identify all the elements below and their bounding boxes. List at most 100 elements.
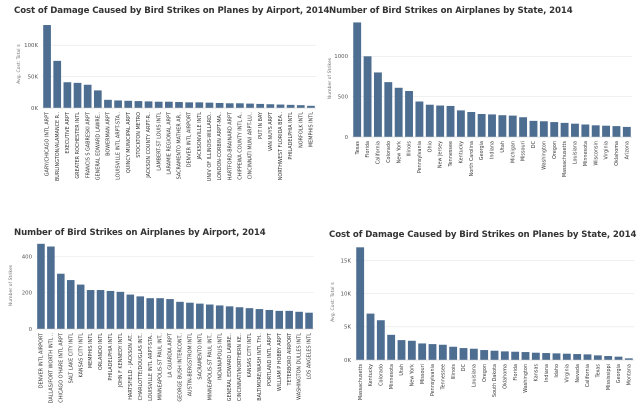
bar[interactable] — [256, 103, 265, 108]
bar[interactable] — [438, 344, 447, 360]
bar[interactable] — [86, 290, 95, 329]
bar[interactable] — [624, 358, 633, 360]
bar[interactable] — [156, 298, 164, 329]
bar[interactable] — [521, 352, 530, 360]
bar[interactable] — [480, 350, 489, 360]
bar[interactable] — [225, 306, 234, 329]
bar[interactable] — [467, 111, 476, 137]
bar[interactable] — [612, 126, 621, 137]
bar[interactable] — [436, 105, 445, 137]
bar[interactable] — [384, 82, 393, 137]
bar[interactable] — [373, 72, 382, 137]
bar[interactable] — [53, 60, 62, 108]
bar[interactable] — [276, 104, 285, 108]
bar[interactable] — [235, 307, 244, 329]
bar[interactable] — [186, 302, 194, 329]
bar[interactable] — [459, 348, 468, 360]
bar[interactable] — [205, 102, 214, 108]
bar[interactable] — [106, 290, 115, 329]
bar[interactable] — [215, 305, 224, 329]
bar[interactable] — [581, 124, 590, 137]
bar[interactable] — [66, 280, 75, 329]
bar[interactable] — [490, 350, 499, 360]
bar[interactable] — [394, 87, 403, 137]
bar[interactable] — [622, 126, 631, 137]
bar[interactable] — [353, 22, 362, 137]
bar[interactable] — [305, 312, 313, 329]
bar[interactable] — [104, 99, 112, 108]
bar[interactable] — [560, 122, 569, 137]
bar[interactable] — [418, 343, 427, 360]
bar[interactable] — [176, 301, 184, 329]
bar[interactable] — [225, 103, 234, 108]
bar[interactable] — [83, 84, 92, 108]
bar[interactable] — [236, 103, 244, 108]
bar[interactable] — [296, 105, 305, 108]
bar[interactable] — [285, 310, 293, 329]
bar[interactable] — [366, 313, 375, 360]
bar[interactable] — [602, 125, 611, 137]
bar[interactable] — [456, 110, 465, 137]
bar[interactable] — [205, 304, 214, 329]
bar[interactable] — [124, 100, 133, 108]
bar[interactable] — [511, 351, 520, 360]
bar[interactable] — [593, 355, 602, 360]
bar[interactable] — [469, 348, 478, 360]
bar[interactable] — [356, 247, 365, 360]
bar[interactable] — [154, 101, 163, 108]
bar[interactable] — [571, 123, 579, 137]
bar[interactable] — [405, 91, 413, 137]
bar[interactable] — [591, 125, 600, 137]
bar[interactable] — [508, 115, 517, 137]
bar[interactable] — [134, 101, 143, 108]
bar[interactable] — [488, 114, 496, 137]
bar[interactable] — [175, 102, 183, 108]
bar[interactable] — [265, 309, 274, 329]
bar[interactable] — [529, 120, 538, 137]
bar[interactable] — [96, 290, 105, 329]
bar[interactable] — [542, 353, 551, 360]
bar[interactable] — [519, 117, 528, 137]
bar[interactable] — [552, 353, 561, 360]
bar[interactable] — [539, 121, 548, 137]
bar[interactable] — [583, 354, 592, 360]
bar[interactable] — [498, 115, 507, 137]
bar[interactable] — [57, 273, 65, 329]
bar[interactable] — [573, 354, 582, 360]
bar[interactable] — [477, 114, 486, 137]
bar[interactable] — [73, 82, 82, 108]
bar[interactable] — [500, 351, 509, 360]
bar[interactable] — [146, 298, 154, 329]
bar[interactable] — [397, 340, 406, 360]
bar[interactable] — [93, 90, 102, 108]
bar[interactable] — [37, 243, 45, 329]
bar[interactable] — [196, 303, 204, 329]
bar[interactable] — [295, 311, 303, 329]
bar[interactable] — [550, 122, 559, 137]
bar[interactable] — [604, 356, 613, 360]
bar[interactable] — [363, 56, 372, 137]
bar[interactable] — [446, 105, 455, 137]
bar[interactable] — [307, 105, 315, 108]
bar[interactable] — [76, 284, 85, 329]
bar[interactable] — [425, 104, 434, 137]
bar[interactable] — [195, 102, 204, 108]
bar[interactable] — [449, 346, 458, 360]
bar[interactable] — [266, 104, 275, 108]
bar[interactable] — [531, 352, 540, 360]
bar[interactable] — [185, 102, 194, 108]
bar[interactable] — [562, 353, 571, 360]
bar[interactable] — [114, 100, 122, 108]
bar[interactable] — [144, 101, 153, 108]
bar[interactable] — [164, 101, 173, 108]
bar[interactable] — [116, 291, 125, 329]
bar[interactable] — [245, 308, 254, 329]
bar[interactable] — [614, 356, 623, 360]
bar[interactable] — [63, 82, 72, 108]
bar[interactable] — [136, 296, 145, 329]
bar[interactable] — [215, 102, 224, 108]
bar[interactable] — [407, 340, 416, 360]
bar[interactable] — [275, 310, 284, 329]
bar[interactable] — [126, 294, 135, 329]
bar[interactable] — [376, 320, 385, 360]
